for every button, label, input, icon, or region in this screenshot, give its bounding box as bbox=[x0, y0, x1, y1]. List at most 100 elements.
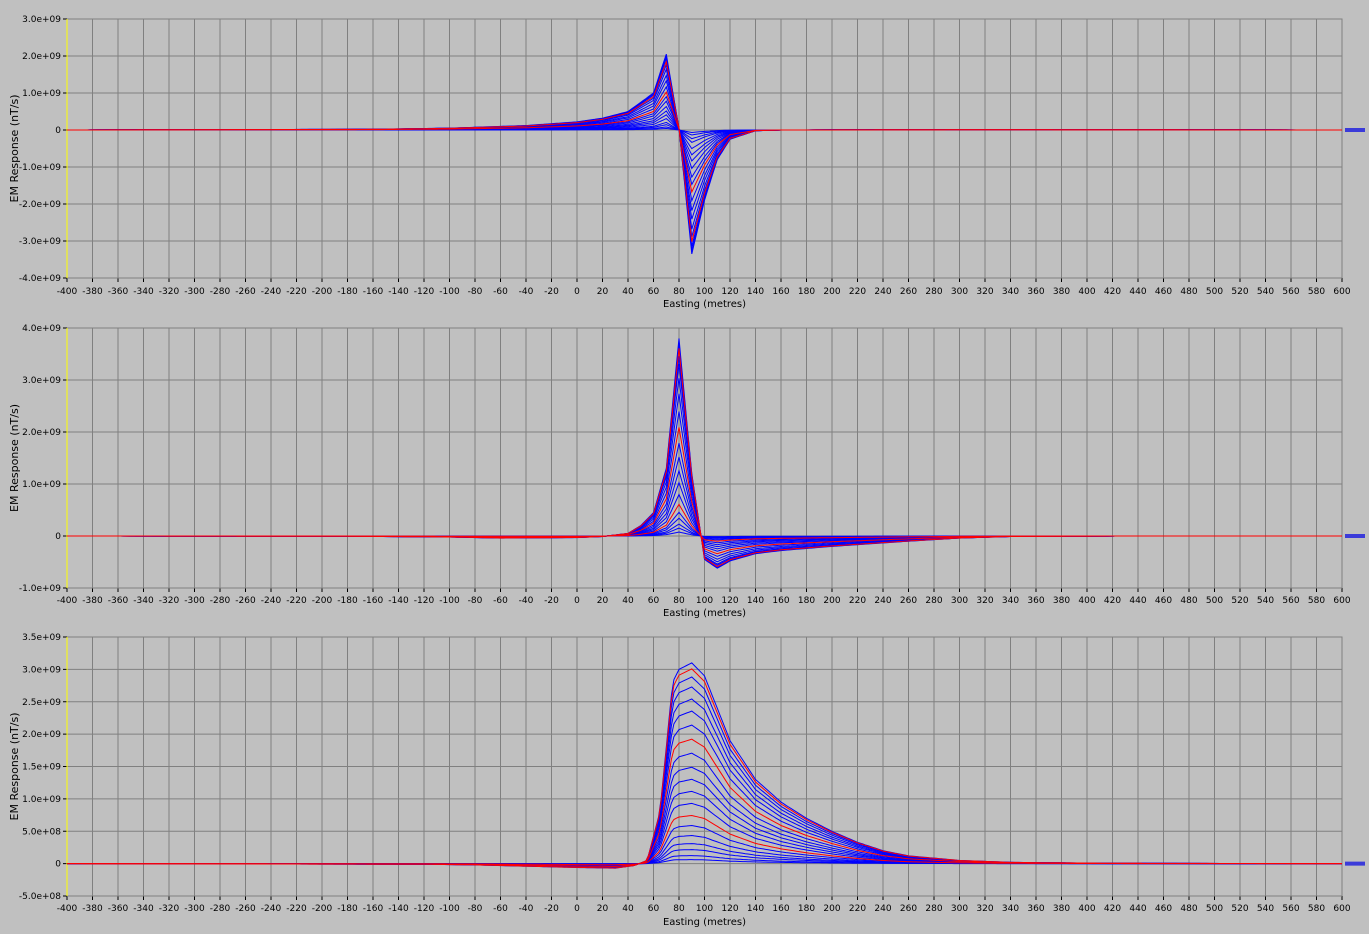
x-tick-label: 120 bbox=[721, 596, 738, 606]
x-tick-label: 0 bbox=[574, 287, 580, 297]
x-tick-label: -300 bbox=[184, 904, 205, 914]
x-tick-label: 560 bbox=[1282, 596, 1299, 606]
x-tick-label: -400 bbox=[57, 287, 78, 297]
x-tick-label: 180 bbox=[798, 287, 815, 297]
x-tick-label: 580 bbox=[1308, 904, 1325, 914]
x-tick-label: -120 bbox=[414, 596, 435, 606]
x-tick-label: -320 bbox=[159, 596, 180, 606]
y-tick-label: -2.0e+09 bbox=[19, 200, 61, 210]
x-axis-label: Easting (metres) bbox=[663, 917, 746, 928]
x-tick-label: 280 bbox=[925, 904, 942, 914]
x-tick-label: 180 bbox=[798, 596, 815, 606]
series-line-channel-10 bbox=[67, 90, 1342, 194]
x-tick-label: 420 bbox=[1104, 287, 1121, 297]
x-tick-label: 200 bbox=[823, 904, 840, 914]
x-tick-label: 340 bbox=[1002, 287, 1019, 297]
chart-panel-3: -400 -380 -360 -340 -320 -300 -280 -260 -240 -220… bbox=[8, 633, 1365, 928]
x-tick-label: -220 bbox=[286, 904, 307, 914]
x-tick-label: 460 bbox=[1155, 596, 1172, 606]
x-tick-label: -160 bbox=[363, 287, 384, 297]
x-tick-label: 600 bbox=[1333, 287, 1350, 297]
x-tick-label: 160 bbox=[772, 596, 789, 606]
x-tick-label: -200 bbox=[312, 596, 333, 606]
x-tick-label: -40 bbox=[519, 904, 534, 914]
x-tick-label: 420 bbox=[1104, 596, 1121, 606]
x-tick-label: 580 bbox=[1308, 287, 1325, 297]
x-tick-label: -360 bbox=[108, 904, 129, 914]
x-tick-label: -20 bbox=[544, 596, 559, 606]
x-tick-label: -40 bbox=[519, 596, 534, 606]
x-tick-label: 400 bbox=[1078, 904, 1095, 914]
x-tick-label: 340 bbox=[1002, 904, 1019, 914]
x-tick-label: -340 bbox=[133, 904, 154, 914]
channel-end-markers bbox=[1345, 128, 1365, 132]
x-tick-label: 440 bbox=[1129, 904, 1146, 914]
x-tick-label: -200 bbox=[312, 904, 333, 914]
x-tick-label: 80 bbox=[673, 904, 685, 914]
y-tick-label: 2.5e+09 bbox=[22, 698, 61, 708]
y-axis-label: EM Response (nT/s) bbox=[8, 404, 21, 512]
x-tick-label: 420 bbox=[1104, 904, 1121, 914]
y-tick-label: 1.0e+09 bbox=[22, 480, 61, 490]
x-tick-label: -160 bbox=[363, 904, 384, 914]
x-tick-label: 560 bbox=[1282, 287, 1299, 297]
x-tick-label: -380 bbox=[82, 904, 103, 914]
y-tick-label: 3.0e+09 bbox=[22, 15, 61, 25]
x-tick-label: -180 bbox=[337, 904, 358, 914]
x-tick-label: 580 bbox=[1308, 596, 1325, 606]
x-tick-label: -60 bbox=[493, 904, 508, 914]
x-tick-label: 320 bbox=[976, 596, 993, 606]
x-tick-label: 60 bbox=[648, 287, 660, 297]
y-tick-label: -1.0e+09 bbox=[19, 163, 61, 173]
x-tick-label: 80 bbox=[673, 596, 685, 606]
x-tick-label: 240 bbox=[874, 287, 891, 297]
x-tick-label: 280 bbox=[925, 596, 942, 606]
x-tick-label: 40 bbox=[622, 287, 634, 297]
x-tick-label: 540 bbox=[1257, 904, 1274, 914]
y-tick-label: 3.0e+09 bbox=[22, 376, 61, 386]
x-tick-label: 360 bbox=[1027, 596, 1044, 606]
x-tick-label: 20 bbox=[597, 287, 609, 297]
series-group bbox=[67, 662, 1342, 869]
y-tick-label: -1.0e+09 bbox=[19, 584, 61, 594]
x-tick-label: 80 bbox=[673, 287, 685, 297]
x-tick-label: -280 bbox=[210, 596, 231, 606]
series-line-channel-15 bbox=[67, 503, 1342, 542]
x-tick-label: 120 bbox=[721, 287, 738, 297]
x-tick-label: -220 bbox=[286, 596, 307, 606]
x-tick-label: 440 bbox=[1129, 287, 1146, 297]
x-tick-label: 520 bbox=[1231, 596, 1248, 606]
x-tick-label: 300 bbox=[951, 904, 968, 914]
x-tick-label: 460 bbox=[1155, 904, 1172, 914]
x-tick-label: 600 bbox=[1333, 596, 1350, 606]
y-axis-label: EM Response (nT/s) bbox=[8, 713, 21, 821]
x-tick-label: -260 bbox=[235, 596, 256, 606]
x-tick-label: 380 bbox=[1053, 287, 1070, 297]
x-tick-label: 480 bbox=[1180, 904, 1197, 914]
x-tick-label: -180 bbox=[337, 287, 358, 297]
series-group bbox=[67, 338, 1342, 569]
x-tick-label: 20 bbox=[597, 596, 609, 606]
x-tick-label: 500 bbox=[1206, 287, 1223, 297]
y-tick-label: -3.0e+09 bbox=[19, 237, 61, 247]
y-tick-label: 0 bbox=[55, 860, 61, 870]
x-tick-label: 260 bbox=[900, 596, 917, 606]
x-tick-label: 400 bbox=[1078, 596, 1095, 606]
x-tick-label: 160 bbox=[772, 287, 789, 297]
y-tick-label: 1.5e+09 bbox=[22, 763, 61, 773]
x-tick-label: -280 bbox=[210, 287, 231, 297]
x-tick-label: -80 bbox=[468, 596, 483, 606]
x-tick-label: 100 bbox=[696, 287, 713, 297]
x-tick-label: -260 bbox=[235, 287, 256, 297]
x-tick-label: 360 bbox=[1027, 904, 1044, 914]
x-tick-label: 40 bbox=[622, 596, 634, 606]
x-tick-label: -60 bbox=[493, 287, 508, 297]
x-tick-label: 60 bbox=[648, 904, 660, 914]
x-tick-label: 160 bbox=[772, 904, 789, 914]
x-tick-label: 320 bbox=[976, 287, 993, 297]
x-tick-label: -400 bbox=[57, 904, 78, 914]
x-tick-label: 540 bbox=[1257, 596, 1274, 606]
y-tick-label: 3.0e+09 bbox=[22, 665, 61, 675]
chart-panel-2: -400 -380 -360 -340 -320 -300 -280 -260 -240 -220… bbox=[8, 324, 1365, 619]
